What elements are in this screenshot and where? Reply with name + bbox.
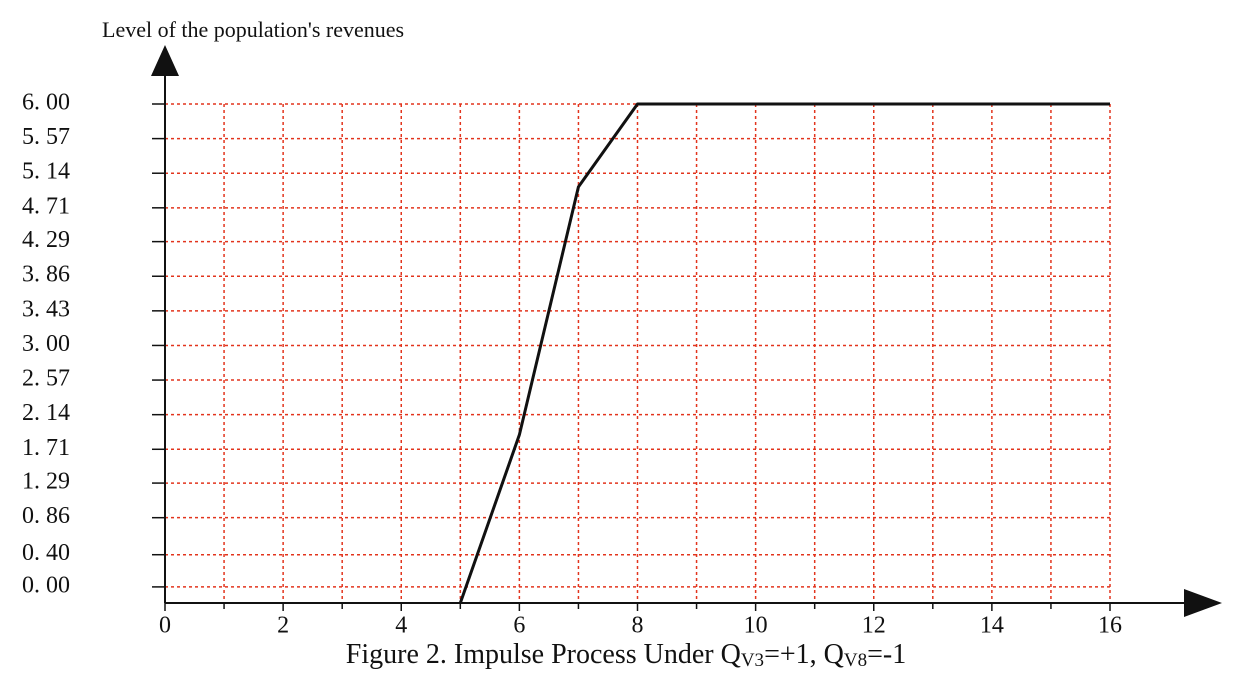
caption-part: Figure 2. Impulse Process Under Q [346, 639, 741, 670]
x-tick-label: 14 [980, 613, 1004, 639]
y-tick-label: 3. 43 [22, 296, 70, 322]
x-tick-label: 4 [395, 613, 407, 639]
y-tick-label: 5. 57 [22, 124, 70, 150]
y-tick-label: 0. 40 [22, 540, 70, 566]
y-axis-arrow [151, 45, 179, 76]
y-tick-label: 0. 86 [22, 503, 70, 529]
y-tick-label: 2. 14 [22, 400, 70, 426]
y-tick-label: 4. 29 [22, 227, 70, 253]
y-tick-label: 0. 00 [22, 572, 70, 598]
y-tick-label: 1. 71 [22, 435, 70, 461]
caption: Figure 2. Impulse Process Under QV3=+1, … [346, 639, 906, 671]
caption-part: =-1 [867, 639, 906, 670]
x-tick-label: 10 [744, 613, 768, 639]
y-tick-label: 3. 86 [22, 262, 70, 288]
y-tick-label: 1. 29 [22, 469, 70, 495]
y-tick-label: 6. 00 [22, 90, 70, 116]
x-axis-arrow [1184, 589, 1222, 617]
x-tick-label: 16 [1098, 613, 1122, 639]
x-tick-label: 2 [277, 613, 289, 639]
y-tick-label: 4. 71 [22, 193, 70, 219]
y-tick-label: 5. 14 [22, 159, 70, 185]
x-tick-label: 12 [862, 613, 886, 639]
caption-subscript: V8 [844, 650, 867, 671]
x-tick-label: 0 [159, 613, 171, 639]
y-axis-label: Level of the population's revenues [102, 17, 404, 42]
data-line [458, 102, 1110, 604]
x-tick-label: 6 [513, 613, 525, 639]
y-tick-label: 2. 57 [22, 366, 70, 392]
caption-part: =+1, Q [764, 639, 844, 670]
caption-subscript: V3 [741, 650, 764, 671]
y-tick-label: 3. 00 [22, 331, 70, 357]
x-tick-label: 8 [632, 613, 644, 639]
